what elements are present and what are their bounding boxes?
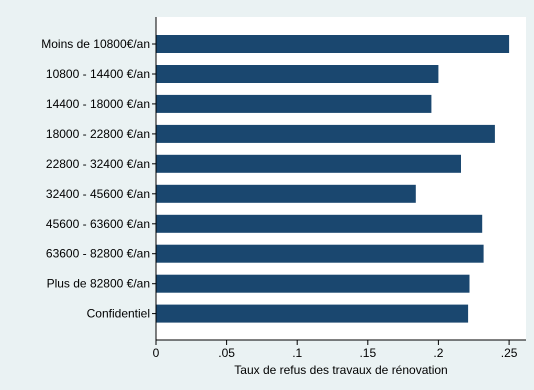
x-tick-label: 0 [153, 346, 160, 360]
y-tick-label: Plus de 82800 €/an [47, 277, 150, 291]
y-tick-label: 14400 - 18000 €/an [46, 97, 150, 111]
x-tick-label: .1 [292, 346, 302, 360]
x-tick-label: .2 [433, 346, 443, 360]
x-tick-label: .25 [501, 346, 518, 360]
bars [156, 35, 510, 323]
y-tick-label: 45600 - 63600 €/an [46, 217, 150, 231]
bar [156, 214, 483, 233]
y-tick-label: Confidentiel [87, 307, 150, 321]
bar [156, 304, 469, 323]
bar [156, 94, 432, 113]
y-tick-label: 32400 - 45600 €/an [46, 187, 150, 201]
x-tick-label: .15 [359, 346, 376, 360]
bar [156, 244, 484, 263]
x-tick-label: .05 [218, 346, 235, 360]
bar [156, 184, 416, 203]
x-ticks: 0 .05 .1 .15 .2 .25 [153, 340, 518, 360]
y-tick-label: 22800 - 32400 €/an [46, 157, 150, 171]
y-tick-labels: Moins de 10800€/an 10800 - 14400 €/an 1440… [41, 37, 156, 321]
x-axis-label: Taux de refus des travaux de rénovation [234, 363, 447, 377]
bar [156, 274, 470, 293]
bar [156, 154, 461, 173]
y-tick-label: 18000 - 22800 €/an [46, 127, 150, 141]
bar [156, 124, 495, 143]
y-tick-label: Moins de 10800€/an [41, 37, 150, 51]
bar [156, 65, 439, 83]
y-tick-label: 63600 - 82800 €/an [46, 247, 150, 261]
bar [156, 35, 510, 53]
y-tick-label: 10800 - 14400 €/an [46, 67, 150, 81]
